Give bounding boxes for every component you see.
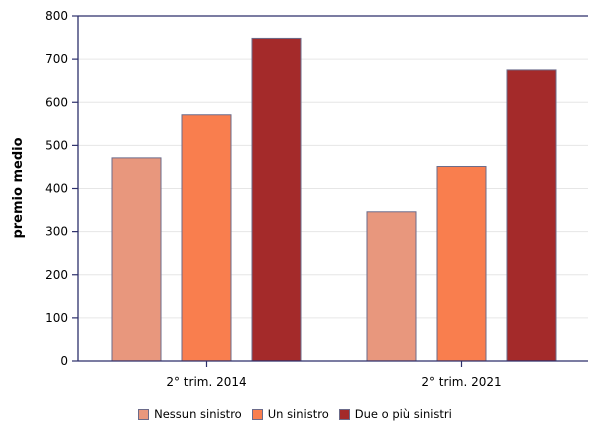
legend-label: Un sinistro <box>267 407 329 421</box>
legend-swatch <box>251 408 263 420</box>
y-tick-label: 300 <box>45 225 68 239</box>
y-tick-label: 500 <box>45 138 68 152</box>
x-tick-labels: 2° trim. 2014 2° trim. 2021 <box>166 361 502 389</box>
legend-label: Due o più sinistri <box>354 407 452 421</box>
bar-nessun-sinistro-1 <box>366 211 417 362</box>
legend-swatch <box>338 408 350 420</box>
legend-swatch <box>138 408 150 420</box>
bar-un-sinistro-0 <box>181 114 232 362</box>
y-axis-title: premio medio <box>11 137 26 238</box>
y-tick-label: 400 <box>45 182 68 196</box>
legend-item[interactable]: Nessun sinistro <box>138 407 242 421</box>
legend-label: Nessun sinistro <box>154 407 242 421</box>
gridlines <box>78 58 588 319</box>
x-tick-label: 2° trim. 2021 <box>421 375 501 389</box>
legend-item[interactable]: Un sinistro <box>251 407 329 421</box>
legend: Nessun sinistro Un sinistro Due o più sini… <box>0 404 590 424</box>
bar-due-o-pi-sinistri-0 <box>251 37 302 362</box>
y-tick-label: 200 <box>45 268 68 282</box>
y-tick-label: 700 <box>45 52 68 66</box>
bar-nessun-sinistro-0 <box>111 157 162 362</box>
y-tick-label: 100 <box>45 311 68 325</box>
y-tick-label: 800 <box>45 9 68 23</box>
bar-due-o-pi-sinistri-1 <box>506 69 557 362</box>
y-tick-labels: 0 100 200 300 400 500 600 700 800 <box>45 9 78 368</box>
bar-un-sinistro-1 <box>436 166 487 362</box>
legend-item[interactable]: Due o più sinistri <box>338 407 452 421</box>
y-tick-label: 600 <box>45 95 68 109</box>
y-tick-label: 0 <box>60 354 68 368</box>
bars <box>111 37 557 362</box>
x-tick-label: 2° trim. 2014 <box>166 375 246 389</box>
